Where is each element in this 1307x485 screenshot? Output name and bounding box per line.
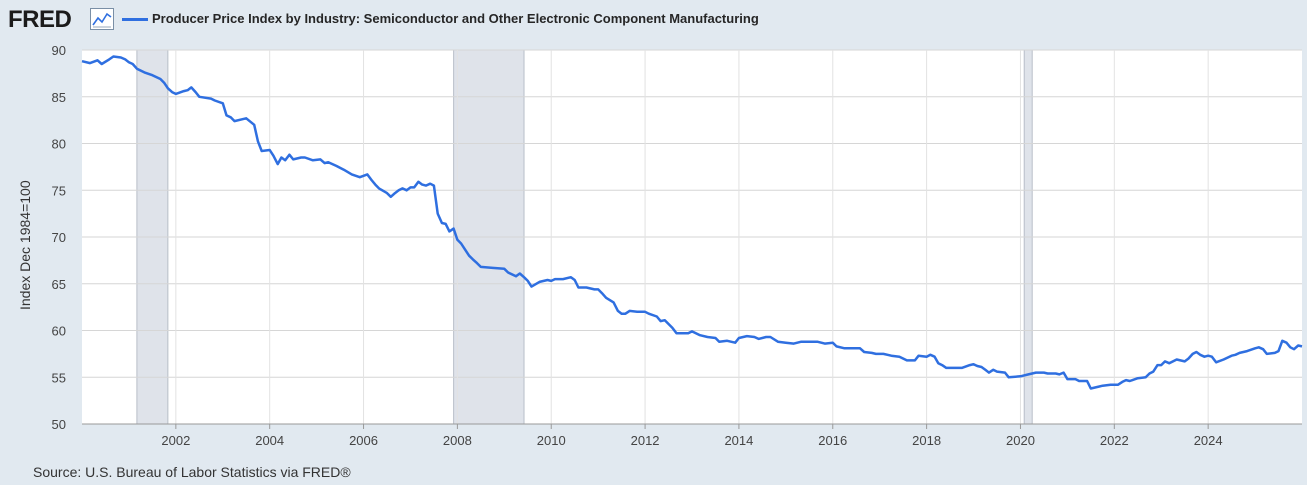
y-axis-ticks: 50 55 60 65 70 75 80 85 90 <box>52 43 66 432</box>
legend-label: Producer Price Index by Industry: Semico… <box>152 11 759 26</box>
y-axis-label: Index Dec 1984=100 <box>17 180 33 310</box>
y-tick-label: 55 <box>52 370 66 385</box>
y-tick-label: 70 <box>52 230 66 245</box>
y-tick-label: 85 <box>52 90 66 105</box>
x-tick-label: 2012 <box>631 433 660 448</box>
y-tick-label: 50 <box>52 417 66 432</box>
legend-swatch <box>122 18 148 21</box>
x-tick-label: 2008 <box>443 433 472 448</box>
y-tick-label: 75 <box>52 183 66 198</box>
x-tick-label: 2016 <box>818 433 847 448</box>
x-axis-ticks: 2002 2004 2006 2008 2010 2012 2014 2016 2018 2020… <box>82 423 1302 448</box>
x-tick-label: 2014 <box>724 433 753 448</box>
y-tick-label: 65 <box>52 277 66 292</box>
series-layer <box>81 55 1303 390</box>
fred-logo[interactable]: FRED <box>8 6 72 33</box>
x-tick-label: 2018 <box>912 433 941 448</box>
y-tick-label: 80 <box>52 137 66 152</box>
x-tick-label: 2024 <box>1194 433 1223 448</box>
x-tick-label: 2004 <box>255 433 284 448</box>
line-chart-icon <box>90 8 114 30</box>
x-tick-label: 2020 <box>1006 433 1035 448</box>
source-note: Source: U.S. Bureau of Labor Statistics … <box>33 464 351 480</box>
x-tick-label: 2010 <box>537 433 566 448</box>
x-tick-label: 2022 <box>1100 433 1129 448</box>
y-tick-label: 60 <box>52 324 66 339</box>
header: FRED Producer Price Index by Industry: S… <box>0 0 1307 40</box>
series-line-0[interactable] <box>81 55 1303 390</box>
x-tick-label: 2002 <box>161 433 190 448</box>
x-tick-label: 2006 <box>349 433 378 448</box>
y-tick-label: 90 <box>52 43 66 58</box>
